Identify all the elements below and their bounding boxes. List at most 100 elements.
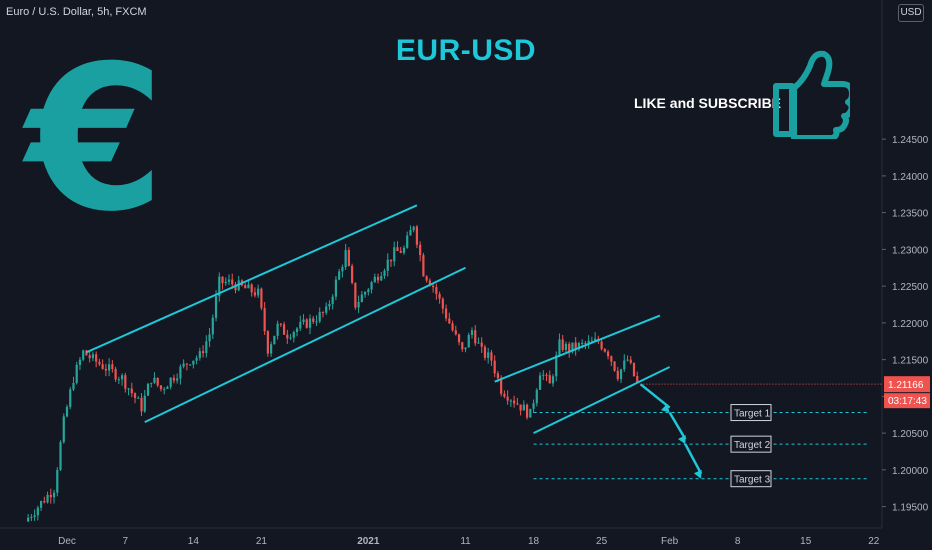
target-label-box [730, 435, 772, 453]
countdown-label: 03:17:43 [888, 396, 927, 407]
candle-body [568, 343, 571, 352]
candle-body [587, 340, 590, 344]
time-tick-label: Feb [661, 536, 679, 547]
candle-body [166, 386, 169, 389]
time-tick-label: 7 [123, 536, 129, 547]
candle-body [516, 403, 519, 405]
candle-body [428, 280, 431, 286]
candle-body [27, 517, 30, 522]
forecast-arrow-shaft [668, 411, 687, 440]
candle-body [143, 395, 146, 412]
candle-body [564, 343, 568, 350]
channel-upper-line [86, 204, 418, 354]
candle-body [127, 388, 130, 390]
candle-body [555, 355, 558, 377]
candle-body [257, 288, 260, 296]
candle-body [218, 276, 221, 297]
candle-body [477, 342, 480, 344]
candle-body [606, 351, 610, 357]
candle-body [33, 515, 36, 517]
candle-body [406, 235, 409, 248]
candle-body [389, 259, 393, 262]
candle-body [548, 375, 551, 384]
candle-body [496, 373, 500, 379]
candle-body [454, 330, 457, 335]
candle-body [581, 342, 584, 344]
candle-body [590, 340, 593, 342]
channel-lower-line [533, 366, 671, 435]
candle-body [571, 342, 574, 352]
candle-body [412, 226, 415, 231]
candle-body [59, 442, 62, 470]
candle-body [610, 356, 613, 362]
candle-body [302, 319, 305, 323]
target-label: Target 3 [734, 475, 771, 486]
candle-body [461, 342, 464, 350]
candle-body [176, 378, 179, 381]
candle-body [104, 368, 107, 371]
channel-upper-line [494, 314, 661, 383]
candle-body [130, 388, 133, 394]
candle-body [529, 408, 532, 418]
forecast-arrow-shaft [684, 443, 703, 475]
candle-body [409, 230, 412, 236]
candle-body [351, 265, 354, 283]
candle-body [260, 288, 263, 308]
current-price-tag [884, 376, 930, 393]
candle-body [305, 319, 308, 328]
target-label: Target 1 [734, 409, 771, 420]
candle-body [250, 284, 253, 293]
candle-body [636, 375, 639, 383]
candle-body [98, 361, 101, 365]
channel-lower-line [144, 266, 466, 424]
candle-body [328, 303, 331, 307]
candle-body [101, 364, 104, 369]
candle-body [172, 377, 176, 381]
time-tick-label: 21 [256, 536, 268, 547]
time-tick-label: 22 [868, 536, 880, 547]
candle-body [500, 378, 503, 394]
candle-body [39, 501, 43, 508]
candle-body [525, 404, 529, 418]
target-label-box [730, 470, 772, 488]
candle-body [577, 343, 581, 350]
candle-body [448, 318, 451, 324]
price-tick-label: 1.21500 [892, 356, 929, 367]
candle-body [438, 293, 441, 299]
currency-badge[interactable]: USD [898, 4, 924, 22]
candle-body [325, 306, 328, 313]
candle-body [227, 279, 231, 282]
candle-body [36, 507, 39, 516]
candle-body [276, 323, 279, 336]
candle-body [192, 360, 195, 365]
price-tick-label: 1.20500 [892, 429, 929, 440]
candle-body [30, 516, 33, 518]
candle-body [451, 323, 454, 331]
candle-body [299, 322, 302, 329]
candle-body [205, 341, 208, 354]
candle-body [88, 355, 91, 359]
candle-body [321, 312, 325, 314]
candle-body [234, 284, 237, 291]
candle-body [159, 385, 163, 390]
candle-body [538, 375, 542, 390]
candle-body [600, 341, 603, 350]
candle-body [163, 388, 166, 390]
candle-body [603, 349, 606, 352]
candle-body [363, 292, 367, 295]
candle-body [169, 377, 172, 387]
candle-body [312, 318, 315, 322]
candle-body [626, 359, 629, 361]
candle-body [535, 389, 538, 404]
candle-body [354, 282, 357, 308]
symbol-header[interactable]: Euro / U.S. Dollar, 5h, FXCM [6, 6, 147, 18]
candle-body [623, 360, 626, 370]
candle-body [91, 354, 95, 359]
candle-body [273, 335, 276, 345]
candle-body [432, 285, 435, 288]
candle-body [367, 289, 370, 293]
time-tick-label: Dec [58, 536, 76, 547]
candle-body [247, 284, 250, 289]
time-tick-label: 15 [800, 536, 812, 547]
